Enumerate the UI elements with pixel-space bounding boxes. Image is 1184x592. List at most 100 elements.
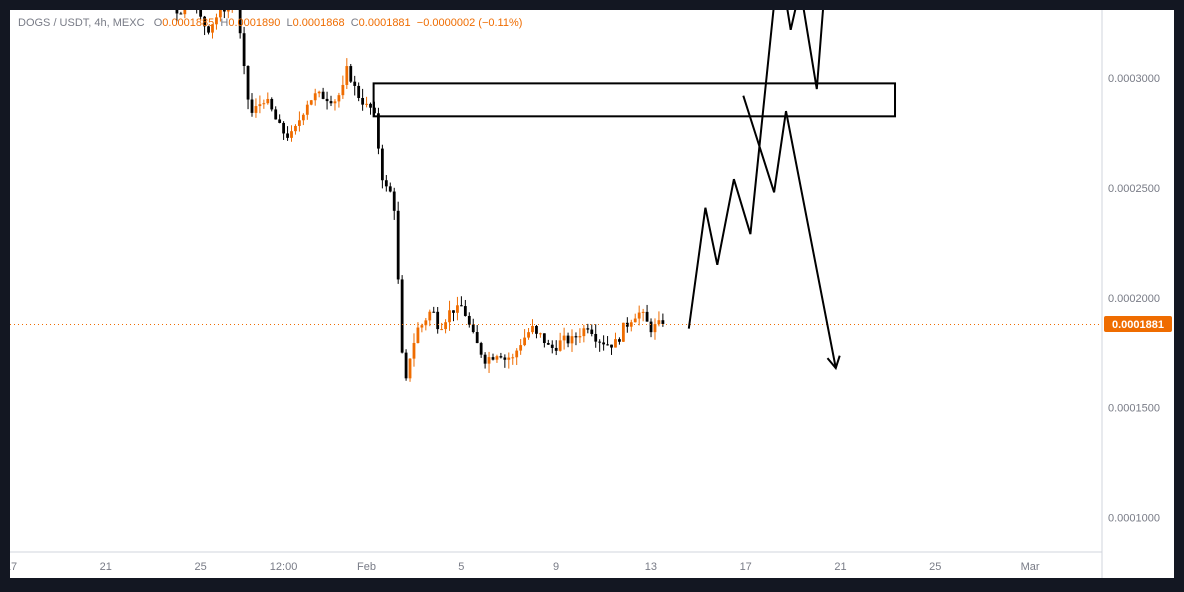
candle (578, 328, 582, 344)
candle-body (183, 10, 187, 15)
candle-body (309, 100, 313, 105)
candle (222, 10, 226, 19)
arrowhead-4 (826, 355, 841, 371)
candle (226, 10, 230, 19)
candle (309, 99, 313, 106)
candle (641, 308, 645, 322)
change-value: −0.0000002 (−0.11%) (416, 17, 523, 29)
candle (361, 88, 365, 111)
candle (183, 10, 187, 19)
candle (645, 304, 649, 322)
candle-body (574, 336, 578, 338)
candle-body (542, 333, 546, 344)
candle (471, 318, 475, 334)
price-tick-label: 0.0002500 (1108, 183, 1160, 195)
candle-body (238, 10, 242, 34)
candle (388, 182, 392, 193)
candle-body (408, 358, 412, 379)
candle-body (594, 333, 598, 342)
candle (546, 339, 550, 345)
candle (570, 329, 574, 352)
candle (349, 63, 353, 84)
candle (384, 175, 388, 192)
candle (606, 336, 609, 346)
candle (491, 353, 495, 361)
candle (424, 317, 428, 331)
candle (408, 358, 412, 382)
candle (483, 352, 487, 369)
candle-body (531, 325, 534, 333)
candle-body (226, 10, 230, 12)
candle (456, 296, 459, 321)
candle-body (578, 336, 582, 338)
candle (218, 10, 222, 22)
candle (412, 333, 416, 367)
time-tick-label: 17 (10, 561, 17, 573)
candle (507, 352, 511, 369)
candle-body (475, 332, 479, 344)
candle (357, 82, 361, 102)
candle (582, 324, 586, 343)
candle (266, 92, 270, 105)
candle (416, 322, 420, 344)
time-tick-label: 13 (645, 561, 657, 573)
candle (199, 10, 203, 20)
candle (562, 327, 566, 350)
time-tick-label: 21 (100, 561, 112, 573)
price-tags: 0.00055300.00049900.00048800.00043400.00… (1104, 316, 1172, 332)
candle-body (523, 337, 527, 346)
candle-body (495, 356, 499, 360)
candle-body (242, 33, 246, 67)
candle (531, 319, 534, 335)
candle-body (637, 312, 641, 319)
candle-body (645, 311, 649, 322)
candle (558, 332, 562, 352)
candle-body (582, 328, 586, 337)
candle-body (353, 81, 357, 86)
candle-body (199, 10, 203, 17)
candle (657, 311, 661, 327)
candle-body (507, 357, 511, 360)
candle (637, 305, 641, 326)
candle-body (554, 347, 558, 351)
candle-body (610, 344, 613, 348)
candle (511, 353, 515, 365)
candle (365, 96, 368, 108)
candle-body (388, 186, 392, 192)
time-axis-labels: 17 21 25 12:00 Feb 5 9 13 17 21 25 Mar (10, 561, 1040, 573)
price-tick-label: 0.0001500 (1108, 403, 1160, 415)
candlestick-chart[interactable]: 0.0001000 0.0001500 0.0002000 0.0002500 0.00… (10, 10, 1174, 578)
drawn-path-6 (687, 10, 824, 329)
candle-body (444, 322, 447, 330)
candle (475, 325, 479, 344)
candle (377, 107, 380, 155)
candle (495, 354, 499, 363)
candle-body (290, 131, 293, 138)
candle-body (211, 24, 214, 33)
candle-body (448, 310, 451, 323)
candle-body (392, 191, 396, 211)
candle-body (254, 106, 258, 113)
candle-body (313, 93, 317, 101)
candle-body (487, 357, 491, 364)
zone-rectangles (372, 82, 897, 118)
candle-body (420, 325, 424, 328)
price-tick-label: 0.0002000 (1108, 293, 1160, 305)
candle (321, 87, 325, 100)
candle-body (432, 311, 436, 313)
candle-body (633, 318, 637, 323)
time-tick-label: 5 (458, 561, 464, 573)
drawn-path-7 (742, 95, 837, 369)
candle-body (400, 279, 404, 353)
candle-body (207, 26, 210, 33)
candle (614, 332, 617, 348)
candle-body (649, 321, 653, 333)
candle (586, 323, 590, 334)
candle (270, 97, 274, 112)
candle (467, 312, 471, 328)
zone-rect-2 (372, 82, 897, 118)
candle-body (349, 66, 353, 82)
candle (594, 324, 598, 348)
candle-body (459, 305, 463, 307)
candle-body (377, 113, 380, 149)
